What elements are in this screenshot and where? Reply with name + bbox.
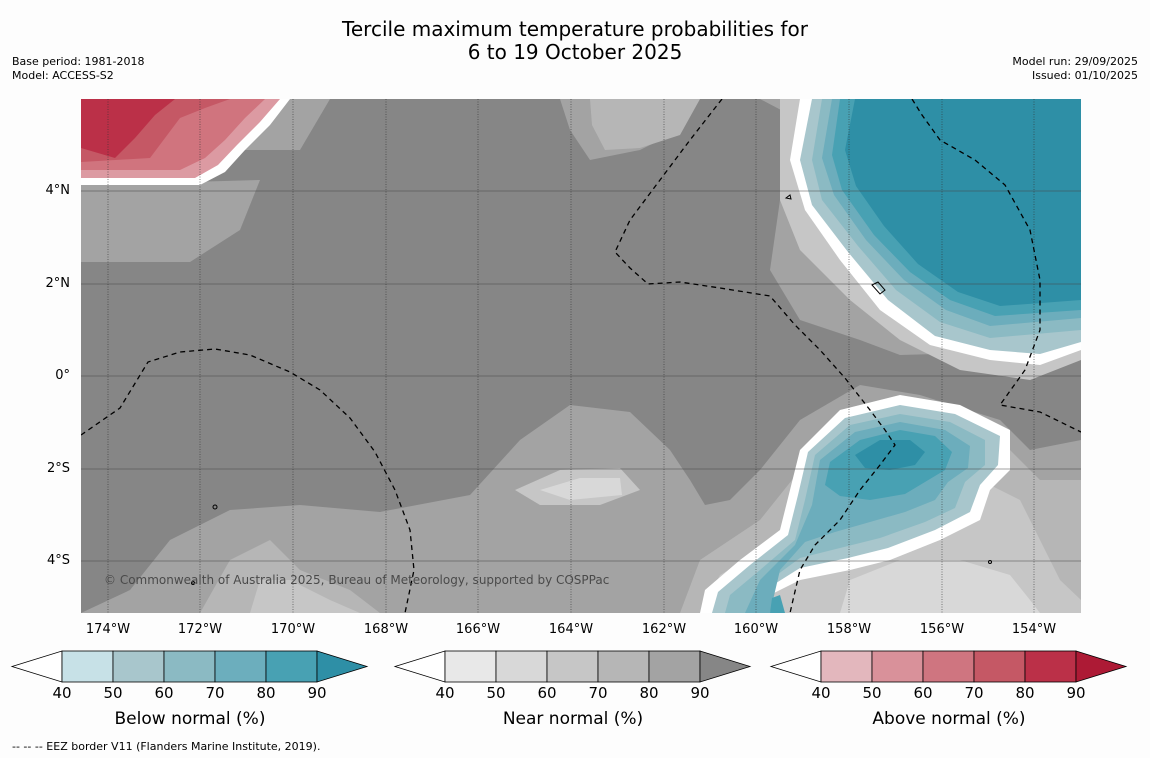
lon-label-158w: 158°W — [826, 622, 872, 637]
title-line-1: Tercile maximum temperature probabilitie… — [342, 17, 808, 41]
colorbar-above-tick: 40 — [811, 684, 831, 702]
lon-label-156w: 156°W — [919, 622, 965, 637]
below-normal-90-south — [855, 440, 925, 470]
title-line-2: 6 to 19 October 2025 — [467, 40, 683, 64]
model-name: Model: ACCESS-S2 — [12, 69, 114, 82]
lon-label-164w: 164°W — [548, 622, 594, 637]
model-run: Model run: 29/09/2025 — [1012, 55, 1138, 68]
eez-footnote: -- -- -- EEZ border V11 (Flanders Marine… — [12, 740, 321, 753]
colorbar-above-bin — [973, 650, 1026, 683]
colorbar-near-bin — [648, 650, 701, 683]
lon-label-168w: 168°W — [363, 622, 409, 637]
colorbar-below-bin — [265, 650, 318, 683]
lat-label-2n: 2°N — [45, 276, 71, 291]
lon-label-154w: 154°W — [1011, 622, 1057, 637]
lat-label-0: 0° — [55, 368, 70, 383]
copyright-notice: © Commonwealth of Australia 2025, Bureau… — [104, 573, 610, 587]
island-southeast — [988, 560, 992, 564]
lat-label-4s: 4°S — [46, 553, 70, 568]
colorbar-near-tick: 70 — [588, 684, 608, 702]
colorbar-below-tick: 80 — [256, 684, 276, 702]
colorbar-near-tick: 40 — [435, 684, 455, 702]
colorbar-below-extend-high — [316, 650, 369, 683]
probability-field — [81, 99, 1081, 613]
near-normal-lightest-south-center — [540, 478, 622, 500]
colorbar-above-tick: 70 — [964, 684, 984, 702]
colorbar-near-bin — [444, 650, 497, 683]
colorbar-label-above: Above normal (%) — [872, 709, 1026, 729]
eez-borders — [81, 99, 1081, 613]
colorbar-above-tick: 80 — [1015, 684, 1035, 702]
colorbar-near-extend-low — [393, 650, 446, 683]
colorbar-near-bin — [546, 650, 599, 683]
near-normal-light-southwest — [200, 540, 380, 613]
colorbar-below-tick: 40 — [52, 684, 72, 702]
lon-label-160w: 160°W — [733, 622, 779, 637]
eez-border-west — [81, 348, 415, 613]
colorbar-near-bin — [495, 650, 548, 683]
colorbar-below-bin — [112, 650, 165, 683]
colorbar-above-tick: 90 — [1066, 684, 1086, 702]
colorbar-above-tick: 50 — [862, 684, 882, 702]
colorbar-above-bin — [820, 650, 873, 683]
eez-border-center — [614, 99, 896, 613]
island-east — [871, 281, 886, 295]
colorbar-label-below: Below normal (%) — [114, 709, 266, 729]
colorbar-below-extend-low — [10, 650, 63, 683]
colorbar-near-tick: 90 — [690, 684, 710, 702]
near-normal-lighter-southwest — [250, 580, 360, 613]
colorbars — [10, 650, 1128, 683]
colorbar-below-tick: 50 — [103, 684, 123, 702]
near-normal-lightest-southeast — [840, 560, 1040, 613]
lon-label-174w: 174°W — [85, 622, 131, 637]
colorbar-above-bin — [871, 650, 924, 683]
island-southwest-small — [191, 581, 195, 585]
colorbar-near-extend-high — [699, 650, 752, 683]
colorbar-above-bin — [1024, 650, 1077, 683]
colorbar-near-bin — [597, 650, 650, 683]
colorbar-above-extend-high — [1075, 650, 1128, 683]
colorbar-near-tick: 60 — [537, 684, 557, 702]
lat-label-4n: 4°N — [45, 183, 71, 198]
lon-label-166w: 166°W — [455, 622, 501, 637]
issued-date: Issued: 01/10/2025 — [1031, 69, 1138, 82]
colorbar-near-tick: 50 — [486, 684, 506, 702]
island-east-small — [784, 194, 792, 200]
colorbar-below-bin — [163, 650, 216, 683]
meridians — [107, 99, 1035, 613]
colorbar-above-tick: 60 — [913, 684, 933, 702]
below-normal-80-south-tail — [770, 595, 785, 613]
colorbar-below-bin — [214, 650, 267, 683]
lon-label-172w: 172°W — [177, 622, 223, 637]
base-period: Base period: 1981-2018 — [12, 55, 145, 68]
colorbar-below-tick: 70 — [205, 684, 225, 702]
meta-right: Model run: 29/09/2025 Issued: 01/10/2025 — [1012, 55, 1138, 83]
colorbar-near-tick: 80 — [639, 684, 659, 702]
meta-left: Base period: 1981-2018 Model: ACCESS-S2 — [12, 55, 144, 83]
islands — [191, 194, 992, 585]
colorbar-above-extend-low — [769, 650, 822, 683]
colorbar-label-near: Near normal (%) — [502, 709, 644, 729]
lon-label-170w: 170°W — [270, 622, 316, 637]
colorbar-below-tick: 60 — [154, 684, 174, 702]
gridlines — [81, 190, 1081, 562]
map-title: Tercile maximum temperature probabilitie… — [0, 18, 1150, 64]
colorbar-below-bin — [61, 650, 114, 683]
near-normal-light-north — [590, 99, 700, 150]
below-normal-90-northeast — [845, 99, 1081, 306]
island-southwest — [212, 504, 218, 510]
lat-label-2s: 2°S — [46, 461, 70, 476]
colorbar-below-tick: 90 — [307, 684, 327, 702]
above-normal-80-northwest — [81, 99, 175, 158]
lon-label-162w: 162°W — [641, 622, 687, 637]
colorbar-above-bin — [922, 650, 975, 683]
